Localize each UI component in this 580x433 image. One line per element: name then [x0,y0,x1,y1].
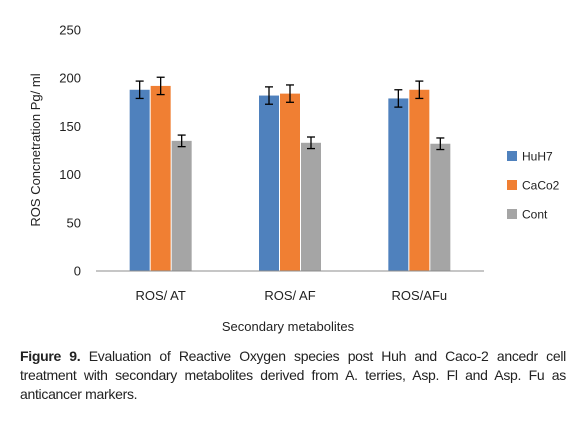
legend-swatch [507,209,517,219]
figure-caption-text: Evaluation of Reactive Oxygen species po… [20,348,566,402]
y-tick-label: 100 [59,167,81,182]
figure-caption: Figure 9. Evaluation of Reactive Oxygen … [20,347,566,404]
bar [259,95,279,271]
x-axis-title: Secondary metabolites [222,319,355,334]
bar [430,143,451,271]
x-tick-label: ROS/ AF [264,288,315,303]
bar [301,142,321,271]
y-axis-title: ROS Concnetration Pg/ ml [28,73,43,226]
y-tick-label: 250 [59,23,81,38]
legend-swatch [507,151,517,161]
legend-label: HuH7 [522,150,553,164]
y-tick-label: 0 [74,264,81,279]
x-tick-label: ROS/AFu [392,288,448,303]
y-tick-label: 150 [59,119,81,134]
bar [171,140,192,271]
bar-chart: 0 50 100 150 200 250 ROS/ AT ROS/ AF ROS/AFu RO… [28,23,560,335]
x-tick-label: ROS/ AT [136,288,186,303]
legend: HuH7 CaCo2 Cont [507,150,560,222]
y-tick-label: 200 [59,71,81,86]
bars [129,85,451,272]
legend-label: CaCo2 [522,179,560,193]
figure-label: Figure 9. [20,348,81,364]
legend-swatch [507,180,517,190]
bar [129,89,150,271]
bar [388,98,409,271]
y-tick-label: 50 [67,215,81,230]
y-axis-ticks: 0 50 100 150 200 250 [59,23,81,279]
x-axis-ticks: ROS/ AT ROS/ AF ROS/AFu [136,288,448,303]
bar [280,93,300,272]
bar [409,89,430,271]
legend-label: Cont [522,208,548,222]
error-bars [135,76,445,151]
bar [150,85,171,271]
